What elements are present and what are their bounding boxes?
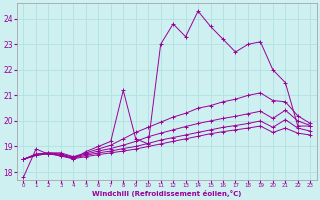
X-axis label: Windchill (Refroidissement éolien,°C): Windchill (Refroidissement éolien,°C) <box>92 190 242 197</box>
